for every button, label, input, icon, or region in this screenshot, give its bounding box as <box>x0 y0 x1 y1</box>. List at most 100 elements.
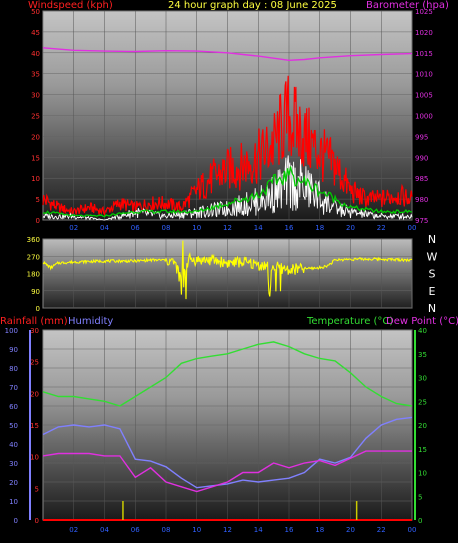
humidity-tick-label: 60 <box>9 403 18 411</box>
windspeed-tick-label: 50 <box>31 8 40 16</box>
time-tick-label: 06 <box>131 224 140 232</box>
windspeed-tick-label: 10 <box>31 175 40 183</box>
time-tick-label: 20 <box>346 224 355 232</box>
dewpoint-axis-label: Dew Point (°C) <box>386 316 458 327</box>
temperature-tick-label: 20 <box>418 422 427 430</box>
humidity-tick-label: 90 <box>9 346 18 354</box>
barometer-tick-label: 985 <box>415 175 428 183</box>
average-wind-line <box>42 166 413 218</box>
barometer-axis-label: Barometer (hpa) <box>366 0 449 11</box>
time-tick-label: 00 <box>408 526 417 534</box>
direction-tick-label: 180 <box>27 271 40 279</box>
temperature-line <box>42 341 413 407</box>
time-tick-label: 02 <box>69 224 78 232</box>
compass-label: N <box>428 302 436 315</box>
time-tick-label: 20 <box>346 526 355 534</box>
barometer-tick-label: 1005 <box>415 92 433 100</box>
humidity-tick-label: 10 <box>9 498 18 506</box>
humidity-tick-label: 40 <box>9 441 18 449</box>
time-tick-label: 14 <box>254 224 263 232</box>
wind-direction-line <box>42 240 413 300</box>
time-tick-label: 04 <box>100 526 109 534</box>
rainfall-tick-label: 30 <box>30 327 39 335</box>
humidity-tick-label: 20 <box>9 479 18 487</box>
rainfall-tick-label: 10 <box>30 454 39 462</box>
chart-title: 24 hour graph day : 08 June 2025 <box>168 0 337 11</box>
rainfall-tick-label: 15 <box>30 422 39 430</box>
time-tick-label: 10 <box>192 224 201 232</box>
compass-label: E <box>429 285 436 298</box>
barometer-tick-label: 1015 <box>415 50 433 58</box>
humidity-tick-label: 50 <box>9 422 18 430</box>
barometer-tick-label: 1010 <box>415 71 433 79</box>
windspeed-tick-label: 35 <box>31 71 40 79</box>
temperature-tick-label: 15 <box>418 446 427 454</box>
windspeed-tick-label: 25 <box>31 113 40 121</box>
direction-tick-label: 270 <box>27 253 40 261</box>
windspeed-tick-label: 45 <box>31 29 40 37</box>
barometer-tick-label: 980 <box>415 196 428 204</box>
rainfall-axis-label: Rainfall (mm) <box>0 316 68 327</box>
temperature-tick-label: 35 <box>418 351 427 359</box>
time-tick-label: 00 <box>408 224 417 232</box>
humidity-tick-label: 70 <box>9 384 18 392</box>
barometer-tick-label: 1025 <box>415 8 433 16</box>
windspeed-tick-label: 5 <box>36 196 40 204</box>
time-tick-label: 10 <box>192 526 201 534</box>
temperature-tick-label: 25 <box>418 398 427 406</box>
windspeed-tick-label: 40 <box>31 50 40 58</box>
time-tick-label: 22 <box>377 224 386 232</box>
direction-tick-label: 90 <box>31 288 40 296</box>
time-tick-label: 04 <box>100 224 109 232</box>
barometer-tick-label: 975 <box>415 217 428 225</box>
humidity-axis-label: Humidity <box>68 316 114 327</box>
windspeed-tick-label: 20 <box>31 133 40 141</box>
humidity-tick-label: 80 <box>9 365 18 373</box>
barometer-tick-label: 1020 <box>415 29 433 37</box>
time-tick-label: 18 <box>315 526 324 534</box>
time-tick-label: 16 <box>285 224 294 232</box>
time-tick-label: 12 <box>223 526 232 534</box>
time-tick-label: 22 <box>377 526 386 534</box>
wind-panel: 0510152025303540455097598098599099510001… <box>31 8 433 232</box>
humidity-tick-label: 100 <box>5 327 18 335</box>
compass-label: W <box>427 250 438 263</box>
barometer-tick-label: 995 <box>415 133 428 141</box>
compass-label: N <box>428 233 436 246</box>
time-tick-label: 06 <box>131 526 140 534</box>
temperature-tick-label: 40 <box>418 327 427 335</box>
humidity-line <box>42 416 413 489</box>
rainfall-tick-label: 5 <box>35 485 39 493</box>
temperature-axis-label: Temperature (°C) <box>307 316 394 327</box>
dewpoint-line <box>42 450 412 493</box>
humidity-tick-label: 30 <box>9 460 18 468</box>
direction-tick-label: 0 <box>36 305 40 313</box>
gust-line <box>42 155 413 221</box>
temperature-tick-label: 10 <box>418 470 427 478</box>
windspeed-axis-label: Windspeed (kph) <box>28 0 113 11</box>
rainfall-tick-label: 25 <box>30 359 39 367</box>
rainfall-tick-label: 0 <box>35 517 39 525</box>
barometer-tick-label: 990 <box>415 154 428 162</box>
windspeed-tick-label: 30 <box>31 92 40 100</box>
barometer-line <box>42 47 413 62</box>
windspeed-tick-label: 15 <box>31 154 40 162</box>
windspeed-line <box>42 75 413 217</box>
time-tick-label: 18 <box>315 224 324 232</box>
time-tick-label: 12 <box>223 224 232 232</box>
time-tick-label: 08 <box>162 526 171 534</box>
time-tick-label: 02 <box>69 526 78 534</box>
rainfall-tick-label: 20 <box>30 390 39 398</box>
barometer-tick-label: 1000 <box>415 113 433 121</box>
windspeed-tick-label: 0 <box>36 217 40 225</box>
compass-label: S <box>429 268 436 281</box>
temperature-tick-label: 30 <box>418 375 427 383</box>
temperature-tick-label: 5 <box>418 493 422 501</box>
temperature-panel: 0 10 20 30 40 50 60 70 80 90 10 00 5 10 15 20 25 30 0 5 10 15… <box>5 327 427 534</box>
temperature-tick-label: 0 <box>418 517 422 525</box>
direction-tick-label: 360 <box>27 236 40 244</box>
time-tick-label: 08 <box>162 224 171 232</box>
time-tick-label: 16 <box>285 526 294 534</box>
